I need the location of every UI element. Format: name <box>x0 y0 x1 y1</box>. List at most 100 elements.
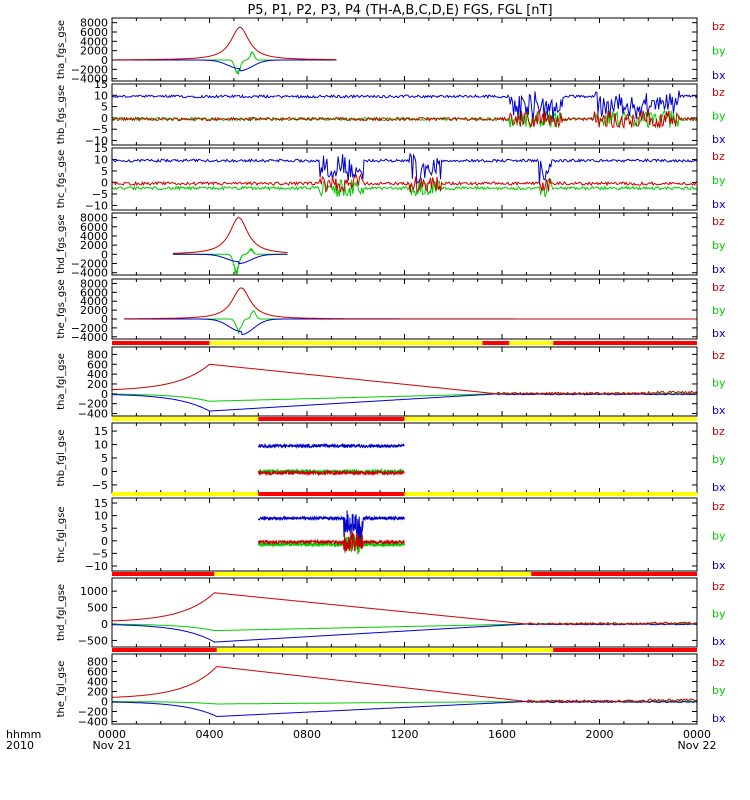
series-line-bx <box>112 623 697 643</box>
status-bar-segment <box>404 417 697 421</box>
y-tick-label: 5 <box>101 452 108 465</box>
y-axis-label: thb_fgs_gse <box>56 85 67 144</box>
y-tick-label: 5 <box>101 522 108 535</box>
y-tick-label: 1000 <box>80 585 108 598</box>
y-tick-label: −400 <box>78 716 108 729</box>
y-tick-label: 8000 <box>80 277 108 290</box>
y-tick-label: 8000 <box>80 17 108 30</box>
y-axis-label: thd_fgl_gse <box>56 584 67 641</box>
status-bar-segment <box>258 417 405 421</box>
y-tick-label: 200 <box>87 686 108 699</box>
y-tick-label: 800 <box>87 656 108 669</box>
status-bar-segment <box>112 417 259 421</box>
legend-bz: bz <box>712 580 725 593</box>
y-tick-label: −5 <box>92 547 108 560</box>
y-tick-label: 15 <box>94 497 108 510</box>
y-axis-label: thb_fgl_gse <box>56 430 67 487</box>
y-tick-label: 5 <box>101 165 108 178</box>
status-bar-segment <box>112 341 210 345</box>
series-line-bx <box>112 152 697 185</box>
y-tick-label: −400 <box>78 408 108 421</box>
legend-by: by <box>712 377 726 390</box>
legend-bx: bx <box>712 198 726 211</box>
y-tick-label: 6000 <box>80 221 108 234</box>
y-axis-label: tha_fgl_gse <box>56 353 67 410</box>
y-tick-label: 5 <box>101 101 108 114</box>
legend-by: by <box>712 174 726 187</box>
y-axis-label: the_fgs_gse <box>56 279 67 338</box>
y-tick-label: −200 <box>78 706 108 719</box>
y-tick-label: 4000 <box>80 35 108 48</box>
status-bar-segment <box>531 572 697 576</box>
legend-by: by <box>712 608 726 621</box>
legend-bx: bx <box>712 481 726 494</box>
y-tick-label: 0 <box>101 112 108 125</box>
y-tick-label: 0 <box>101 696 108 709</box>
y-tick-label: 200 <box>87 378 108 391</box>
y-tick-label: 600 <box>87 358 108 371</box>
series-line-bx <box>257 442 405 449</box>
legend-bz: bz <box>712 215 725 228</box>
status-bar-segment <box>209 341 483 345</box>
legend-bz: bz <box>712 86 725 99</box>
y-tick-label: 4000 <box>80 230 108 243</box>
series-line-bz <box>172 217 288 254</box>
y-tick-label: 10 <box>94 439 108 452</box>
legend-bx: bx <box>712 69 726 82</box>
y-tick-label: 10 <box>94 153 108 166</box>
x-tick-label: 1200 <box>391 728 419 741</box>
status-bar-segment <box>112 492 259 496</box>
legend-bz: bz <box>712 349 725 362</box>
y-tick-label: −4000 <box>71 267 108 280</box>
y-tick-label: 4000 <box>80 295 108 308</box>
y-tick-label: −2000 <box>71 63 108 76</box>
legend-by: by <box>712 530 726 543</box>
series-line-bx <box>112 700 697 718</box>
legend-by: by <box>712 110 726 123</box>
x-tick-label: 0000 <box>683 728 711 741</box>
y-tick-label: 400 <box>87 368 108 381</box>
panel-thd-fgl-gse: −500 0 500 1000 thd_fgl_gse bz by bx <box>56 572 726 648</box>
y-tick-label: 2000 <box>80 304 108 317</box>
y-tick-label: −10 <box>85 199 108 212</box>
y-tick-label: 6000 <box>80 286 108 299</box>
y-tick-label: 15 <box>94 142 108 155</box>
legend-bz: bz <box>712 20 725 33</box>
y-tick-label: −5 <box>92 123 108 136</box>
legend-bz: bz <box>712 281 725 294</box>
x-tick-label: 0400 <box>196 728 224 741</box>
y-tick-label: 400 <box>87 676 108 689</box>
series-line-bx <box>172 253 288 264</box>
y-tick-label: 2000 <box>80 45 108 58</box>
y-tick-label: 6000 <box>80 26 108 39</box>
y-tick-label: −500 <box>78 634 108 647</box>
x-tick-label: 0800 <box>293 728 321 741</box>
y-tick-label: −2000 <box>71 322 108 335</box>
series-line-bz <box>112 592 697 626</box>
legend-bx: bx <box>712 133 726 146</box>
series-line-bz <box>124 287 697 320</box>
series-line-bz <box>116 26 337 61</box>
legend-by: by <box>712 239 726 252</box>
legend-bx: bx <box>712 327 726 340</box>
status-bar-segment <box>553 648 697 652</box>
series-line-bz <box>112 363 697 396</box>
legend-by: by <box>712 45 726 58</box>
y-tick-label: −4000 <box>71 73 108 86</box>
x-axis-label: 2010 <box>6 739 34 752</box>
y-tick-label: 0 <box>101 313 108 326</box>
y-axis-label: thc_fgs_gse <box>56 150 67 209</box>
y-tick-label: 0 <box>101 248 108 261</box>
series-line-bz <box>112 666 697 703</box>
y-tick-label: 0 <box>101 54 108 67</box>
legend-bx: bx <box>712 559 726 572</box>
y-tick-label: 0 <box>101 535 108 548</box>
